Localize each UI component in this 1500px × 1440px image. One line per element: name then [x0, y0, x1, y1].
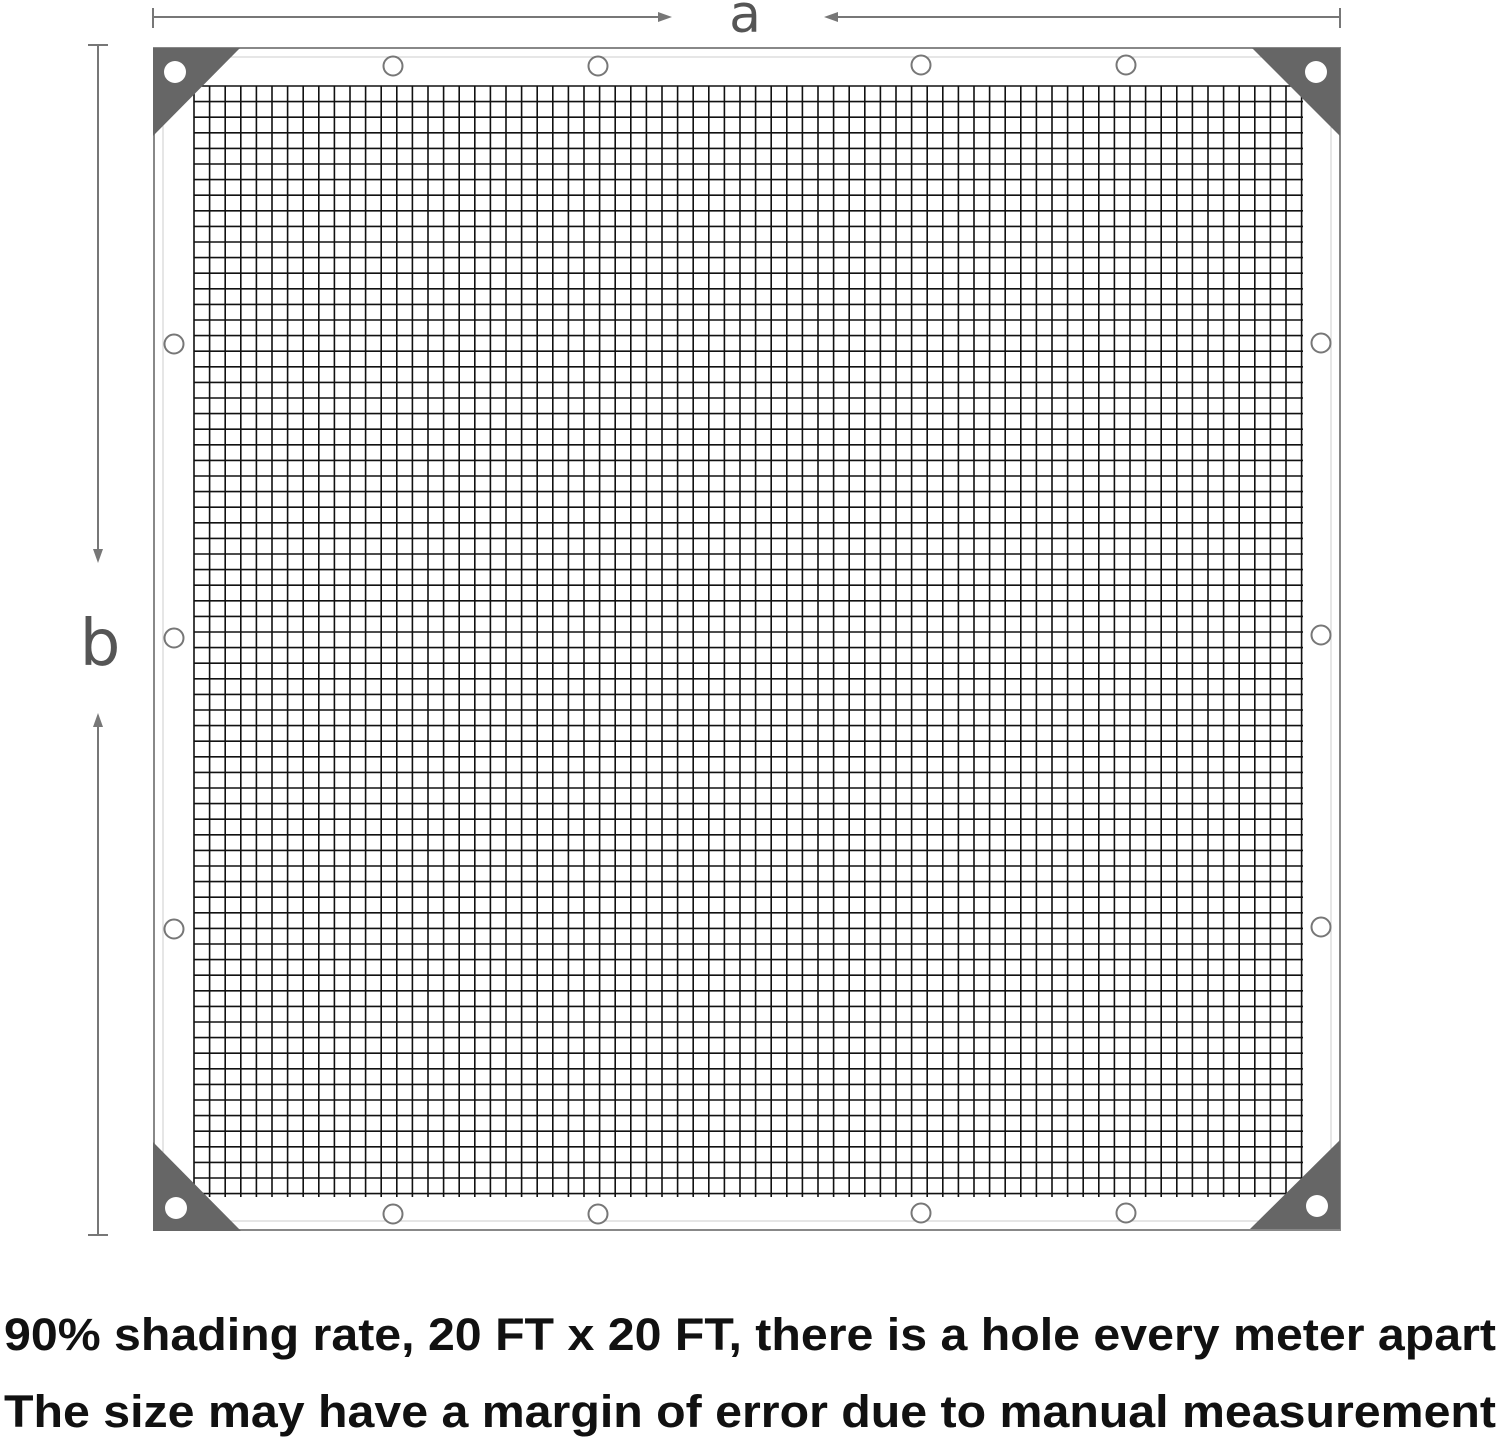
width-dimension [152, 8, 1341, 28]
corner-grommet-icon [1306, 1195, 1328, 1217]
net-inner-border [162, 56, 1332, 1222]
net-frame [153, 47, 1341, 1231]
corner-grommets [164, 61, 1328, 1219]
caption-line-2: The size may have a margin of error due … [4, 1386, 1496, 1437]
height-dimension [88, 44, 108, 1236]
grommet-icon [382, 1203, 404, 1225]
grommet-icon [910, 54, 932, 76]
grommet-icon [1115, 1202, 1137, 1224]
width-label: a [729, 0, 761, 45]
grommet-icon [163, 333, 185, 355]
corner-grommet-icon [164, 61, 186, 83]
grommet-icon [1310, 916, 1332, 938]
grommet-icon [587, 55, 609, 77]
grommet-icon [163, 627, 185, 649]
grommet-icon [1310, 624, 1332, 646]
grommet-icon [382, 55, 404, 77]
grommet-icon [910, 1202, 932, 1224]
corner-grommet-icon [165, 1197, 187, 1219]
corner-grommet-icon [1305, 61, 1327, 83]
grommet-icon [1115, 54, 1137, 76]
grommet-icon [163, 918, 185, 940]
grommet-icon [587, 1203, 609, 1225]
caption-line-1: 90% shading rate, 20 FT x 20 FT, there i… [4, 1309, 1496, 1360]
height-label: b [80, 607, 121, 681]
grommet-icon [1310, 332, 1332, 354]
edge-grommets [163, 54, 1332, 1225]
mesh-grid [193, 85, 1303, 1197]
